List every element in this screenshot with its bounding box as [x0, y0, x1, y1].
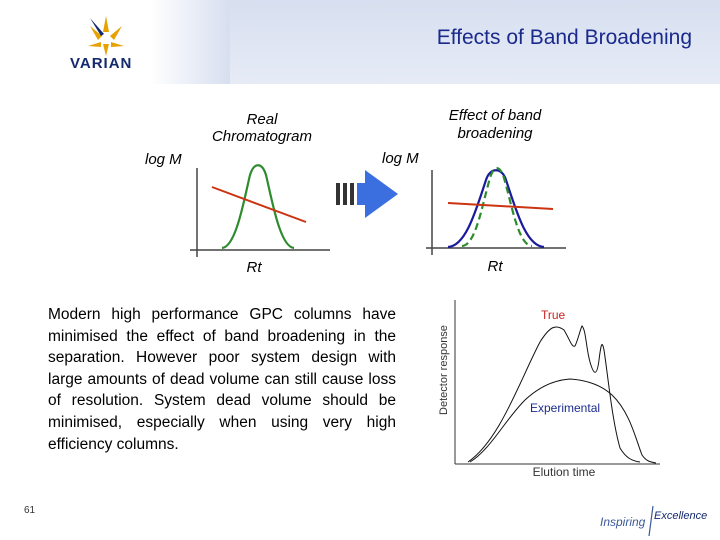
right-panel-title-line2: broadening [457, 125, 533, 142]
header-gradient [230, 0, 720, 84]
slide-title: Effects of Band Broadening [436, 26, 692, 49]
right-panel-y-label: log M [382, 150, 419, 167]
right-panel-calibration-line-red [447, 202, 554, 210]
left-panel-title-line1: Real [247, 111, 279, 128]
right-panel-x-label: Rt [488, 258, 504, 275]
response-plot-x-label: Elution time [533, 465, 596, 479]
inspiring-excellence-logo: Inspiring Excellence [600, 505, 707, 537]
transform-arrow-icon [336, 170, 398, 218]
left-panel-y-label: log M [145, 151, 182, 168]
footer-logo-right-text: Excellence [654, 510, 707, 522]
slide-number: 61 [24, 505, 36, 516]
right-panel-narrow-peak-green [461, 167, 533, 248]
body-paragraph: Modern high performance GPC columns have… [48, 306, 396, 453]
left-panel-title-line2: Chromatogram [212, 128, 312, 145]
left-panel-x-label: Rt [247, 259, 263, 276]
header-fade [150, 0, 230, 84]
response-plot-true-label: True [541, 308, 566, 322]
varian-logo-text: VARIAN [70, 55, 133, 72]
footer-logo-left-text: Inspiring [600, 515, 646, 529]
right-panel-broad-peak-blue [447, 169, 545, 249]
response-plot-experimental-curve [469, 378, 657, 464]
left-panel-peak-green [221, 164, 295, 250]
right-panel-title-line1: Effect of band [449, 107, 542, 124]
response-plot-true-curve [467, 325, 641, 463]
left-panel-calibration-line-red [211, 186, 307, 223]
varian-star-icon [88, 16, 124, 56]
response-plot-experimental-label: Experimental [530, 401, 600, 415]
response-plot-y-label: Detector response [438, 325, 450, 415]
